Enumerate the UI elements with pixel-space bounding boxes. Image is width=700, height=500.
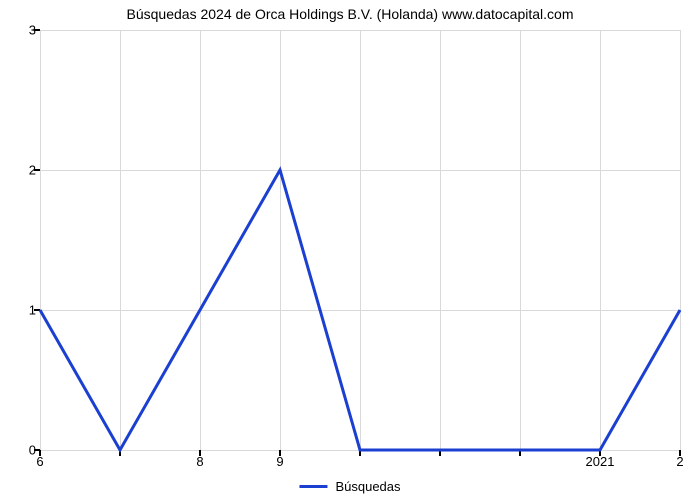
grid-line-v	[680, 30, 681, 450]
line-chart-svg	[40, 30, 680, 450]
y-tick-label: 3	[29, 23, 36, 38]
y-tick-label: 2	[29, 163, 36, 178]
x-tick-label: 8	[196, 454, 203, 469]
y-tick-label: 0	[29, 443, 36, 458]
series-line	[40, 170, 680, 450]
x-tick-label: 2	[676, 454, 683, 469]
x-tick-label: 2021	[586, 454, 615, 469]
chart-title: Búsquedas 2024 de Orca Holdings B.V. (Ho…	[0, 0, 700, 22]
legend-swatch	[299, 485, 327, 488]
x-tick-label: 9	[276, 454, 283, 469]
x-tick-label: 6	[36, 454, 43, 469]
y-tick-label: 1	[29, 303, 36, 318]
chart-container: Búsquedas 2024 de Orca Holdings B.V. (Ho…	[0, 0, 700, 500]
legend-label: Búsquedas	[335, 479, 400, 494]
legend: Búsquedas	[299, 479, 400, 494]
